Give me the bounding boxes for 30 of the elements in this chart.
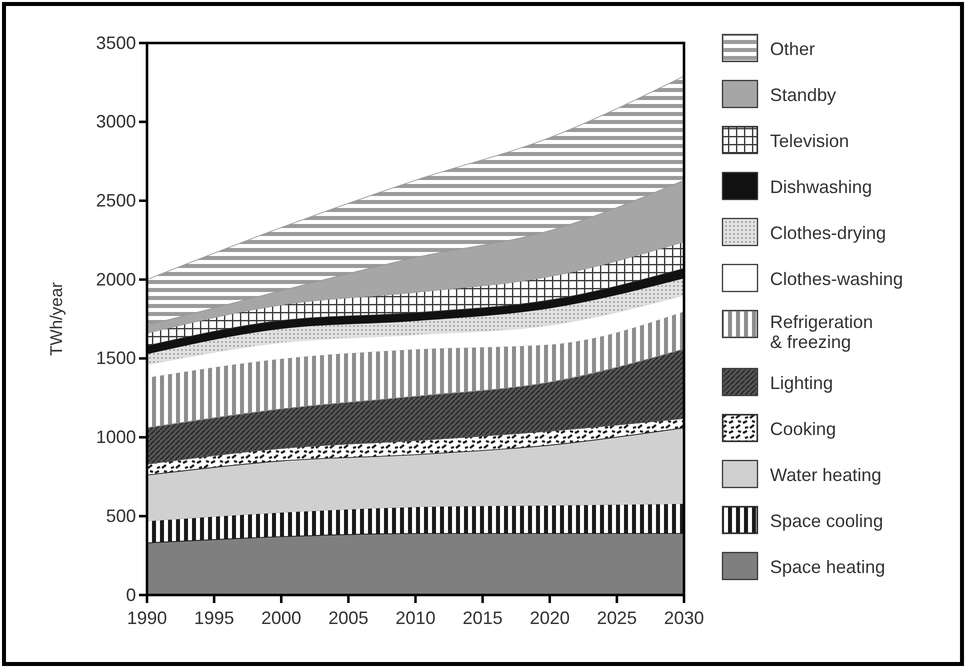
x-tick-label: 1995 xyxy=(194,608,234,628)
y-axis-title: TWh/year xyxy=(47,282,66,356)
legend-label: Other xyxy=(770,39,816,59)
x-tick-label: 2010 xyxy=(395,608,436,628)
x-tick-label: 1990 xyxy=(126,608,168,628)
legend-label: Clothes-drying xyxy=(770,223,886,243)
legend-label: Water heating xyxy=(770,465,882,485)
y-tick-label: 2000 xyxy=(96,269,136,290)
x-tick-label: 2000 xyxy=(261,608,302,628)
legend-label: Dishwashing xyxy=(770,177,872,197)
y-tick-label: 1000 xyxy=(96,427,136,448)
y-tick-label: 0 xyxy=(126,584,136,605)
legend-label: Refrigeration & freezing xyxy=(770,312,874,352)
legend-label: Lighting xyxy=(770,373,834,393)
x-tick-label: 2030 xyxy=(664,608,704,628)
text: Clothes-washing xyxy=(770,269,904,289)
y-tick-label: 500 xyxy=(106,506,136,526)
y-tick-label: 3000 xyxy=(96,112,136,132)
x-tick-label: 2025 xyxy=(596,608,637,628)
legend-label: Space cooling xyxy=(770,511,884,531)
legend-label: Standby xyxy=(770,85,836,105)
legend-label: Space heating xyxy=(770,557,886,577)
y-tick-label: 1500 xyxy=(96,348,136,368)
legend-label: Television xyxy=(770,131,850,151)
y-tick-label: 3500 xyxy=(96,32,136,53)
x-tick-label: 2020 xyxy=(530,608,570,628)
y-tick-label: 2500 xyxy=(96,190,136,210)
x-tick-label: 2005 xyxy=(328,608,368,628)
legend-label: Cooking xyxy=(770,419,836,439)
x-tick-label: 2015 xyxy=(462,608,503,628)
